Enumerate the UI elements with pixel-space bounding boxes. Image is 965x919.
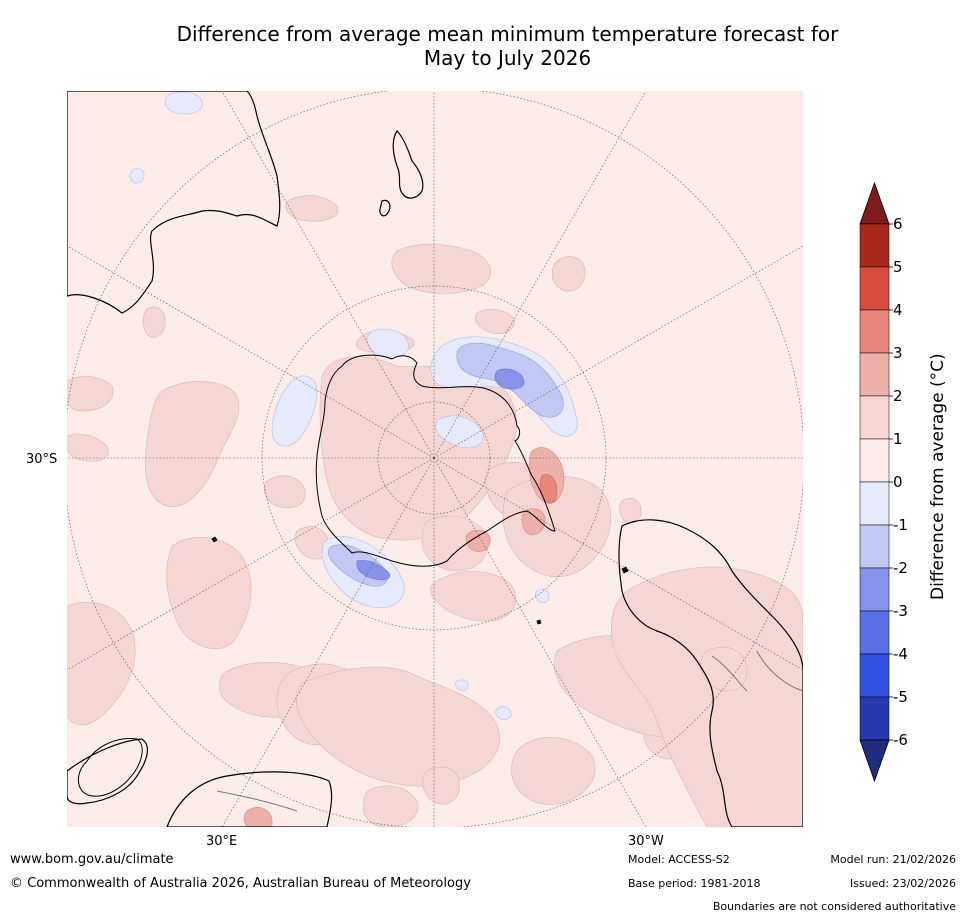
australia-coastline — [67, 91, 281, 314]
new-zealand-coastline — [379, 130, 424, 217]
colorbar-band-bm5_m4 — [859, 653, 890, 698]
madagascar-coastline — [77, 737, 143, 797]
copyright-notice: © Commonwealth of Australia 2026, Austra… — [10, 876, 471, 891]
issued-date: Issued: 23/02/2026 — [849, 877, 956, 890]
colorbar-tick-label: -3 — [893, 602, 908, 620]
longitude-label-30e: 30°E — [206, 834, 238, 849]
colorbar-tick-label: 0 — [893, 473, 903, 491]
colorbar-bands — [859, 181, 890, 783]
colorbar-band-bm6_m5 — [859, 696, 890, 741]
bom-url[interactable]: www.bom.gov.au/climate — [10, 852, 174, 867]
colorbar-tick-label: 6 — [893, 215, 903, 233]
title-line-2: May to July 2026 — [423, 46, 592, 70]
colorbar-extend-max — [859, 181, 890, 225]
colorbar-label: Difference from average (°C) — [928, 353, 948, 600]
forecast-map[interactable] — [67, 91, 803, 827]
colorbar-band-bm3_m2 — [859, 567, 890, 612]
title-line-1: Difference from average mean minimum tem… — [176, 22, 839, 46]
colorbar-band-b1_2 — [859, 395, 890, 440]
small-islands — [211, 536, 629, 625]
colorbar-band-b2_3 — [859, 352, 890, 397]
country-borders — [216, 650, 803, 812]
colorbar-band-b0_1 — [859, 438, 890, 483]
anomaly-regions-cold — [356, 368, 525, 581]
colorbar-band-b3_4 — [859, 309, 890, 354]
colorbar-tick-label: 3 — [893, 344, 903, 362]
model-run-date: Model run: 21/02/2026 — [830, 853, 956, 866]
model-name: Model: ACCESS-S2 — [628, 853, 730, 866]
colorbar-tick-label: -5 — [893, 688, 908, 706]
longitude-label-30w: 30°W — [628, 834, 664, 849]
colorbar-band-bm1_0 — [859, 481, 890, 526]
colorbar-tick-label: -4 — [893, 645, 908, 663]
colorbar-extend-min — [859, 739, 890, 783]
south-america-coastline — [618, 519, 803, 827]
chart-title: Difference from average mean minimum tem… — [60, 22, 955, 70]
anomaly-regions-hot — [539, 474, 558, 504]
colorbar-tick-label: 4 — [893, 301, 903, 319]
graticule — [67, 91, 803, 827]
boundaries-disclaimer: Boundaries are not considered authoritat… — [712, 900, 956, 913]
base-period: Base period: 1981-2018 — [628, 877, 761, 890]
africa-coastline — [67, 738, 333, 827]
colorbar-ticks: 6 5 4 3 2 1 0 -1 -2 -3 -4 -5 -6 — [889, 215, 908, 749]
antarctica-coastline — [315, 354, 556, 567]
colorbar-tick-label: -6 — [893, 731, 908, 749]
latitude-label-30s: 30°S — [26, 452, 58, 467]
colorbar-tick-label: -2 — [893, 559, 908, 577]
colorbar-tick-label: 2 — [893, 387, 903, 405]
colorbar-tick-label: -1 — [893, 516, 908, 534]
colorbar-band-bm4_m3 — [859, 610, 890, 655]
colorbar-band-bm2_m1 — [859, 524, 890, 569]
colorbar-tick-label: 5 — [893, 258, 903, 276]
colorbar-band-b4_5 — [859, 266, 890, 311]
colorbar-band-b5_6 — [859, 223, 890, 268]
colorbar: 6 5 4 3 2 1 0 -1 -2 -3 -4 -5 -6 — [859, 181, 908, 783]
colorbar-tick-label: 1 — [893, 430, 903, 448]
